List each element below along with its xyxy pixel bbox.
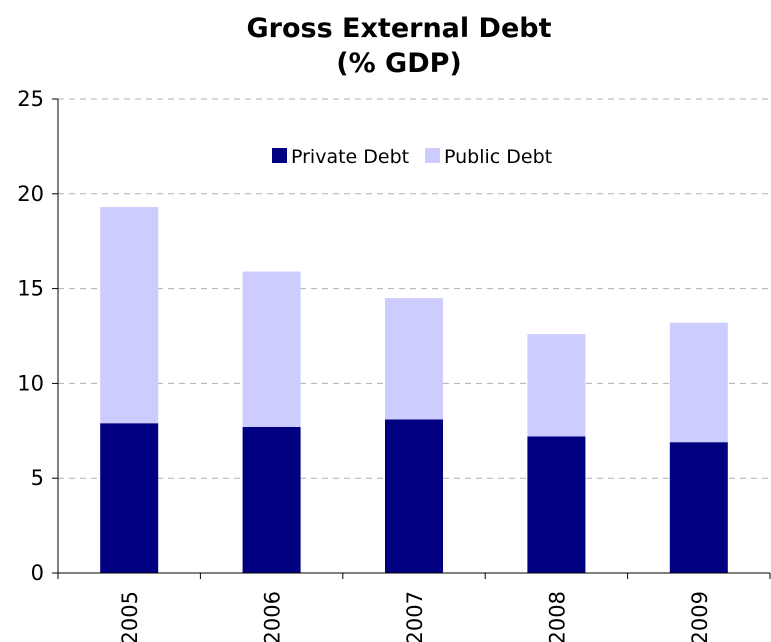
x-tick-label: 2008 bbox=[545, 591, 569, 642]
y-tick-label: 10 bbox=[17, 371, 44, 395]
bar-private-debt bbox=[242, 427, 301, 573]
y-tick-label: 5 bbox=[31, 466, 44, 490]
legend-swatch-public-debt bbox=[425, 148, 440, 163]
chart-subtitle: (% GDP) bbox=[336, 48, 462, 79]
bars bbox=[100, 207, 728, 573]
x-axis-ticks: 2005 2006 2007 2008 2009 bbox=[57, 573, 771, 642]
legend-label: Private Debt bbox=[291, 146, 409, 168]
bar-public-debt bbox=[385, 298, 443, 420]
bar-public-debt bbox=[242, 271, 301, 428]
bar-private-debt bbox=[527, 436, 586, 573]
chart-title: Gross External Debt bbox=[246, 13, 551, 44]
bar-private-debt bbox=[669, 442, 728, 573]
bar-public-debt bbox=[527, 334, 586, 437]
legend: Private Debt Public Debt bbox=[272, 146, 552, 168]
legend-swatch-private-debt bbox=[272, 148, 287, 163]
y-tick-label: 0 bbox=[31, 561, 44, 585]
bar-public-debt bbox=[669, 322, 728, 443]
x-tick-label: 2007 bbox=[403, 591, 427, 642]
bar-private-debt bbox=[100, 423, 159, 573]
y-tick-label: 20 bbox=[17, 182, 44, 206]
y-tick-label: 25 bbox=[17, 87, 44, 111]
x-tick-label: 2009 bbox=[688, 591, 712, 642]
y-tick-label: 15 bbox=[17, 277, 44, 301]
x-tick-label: 2006 bbox=[261, 591, 285, 642]
y-axis-ticks: 0 5 10 15 20 25 bbox=[17, 87, 58, 585]
bar-public-debt bbox=[100, 207, 159, 424]
legend-label: Public Debt bbox=[444, 146, 552, 168]
bar-private-debt bbox=[385, 419, 443, 573]
x-tick-label: 2005 bbox=[118, 591, 142, 642]
